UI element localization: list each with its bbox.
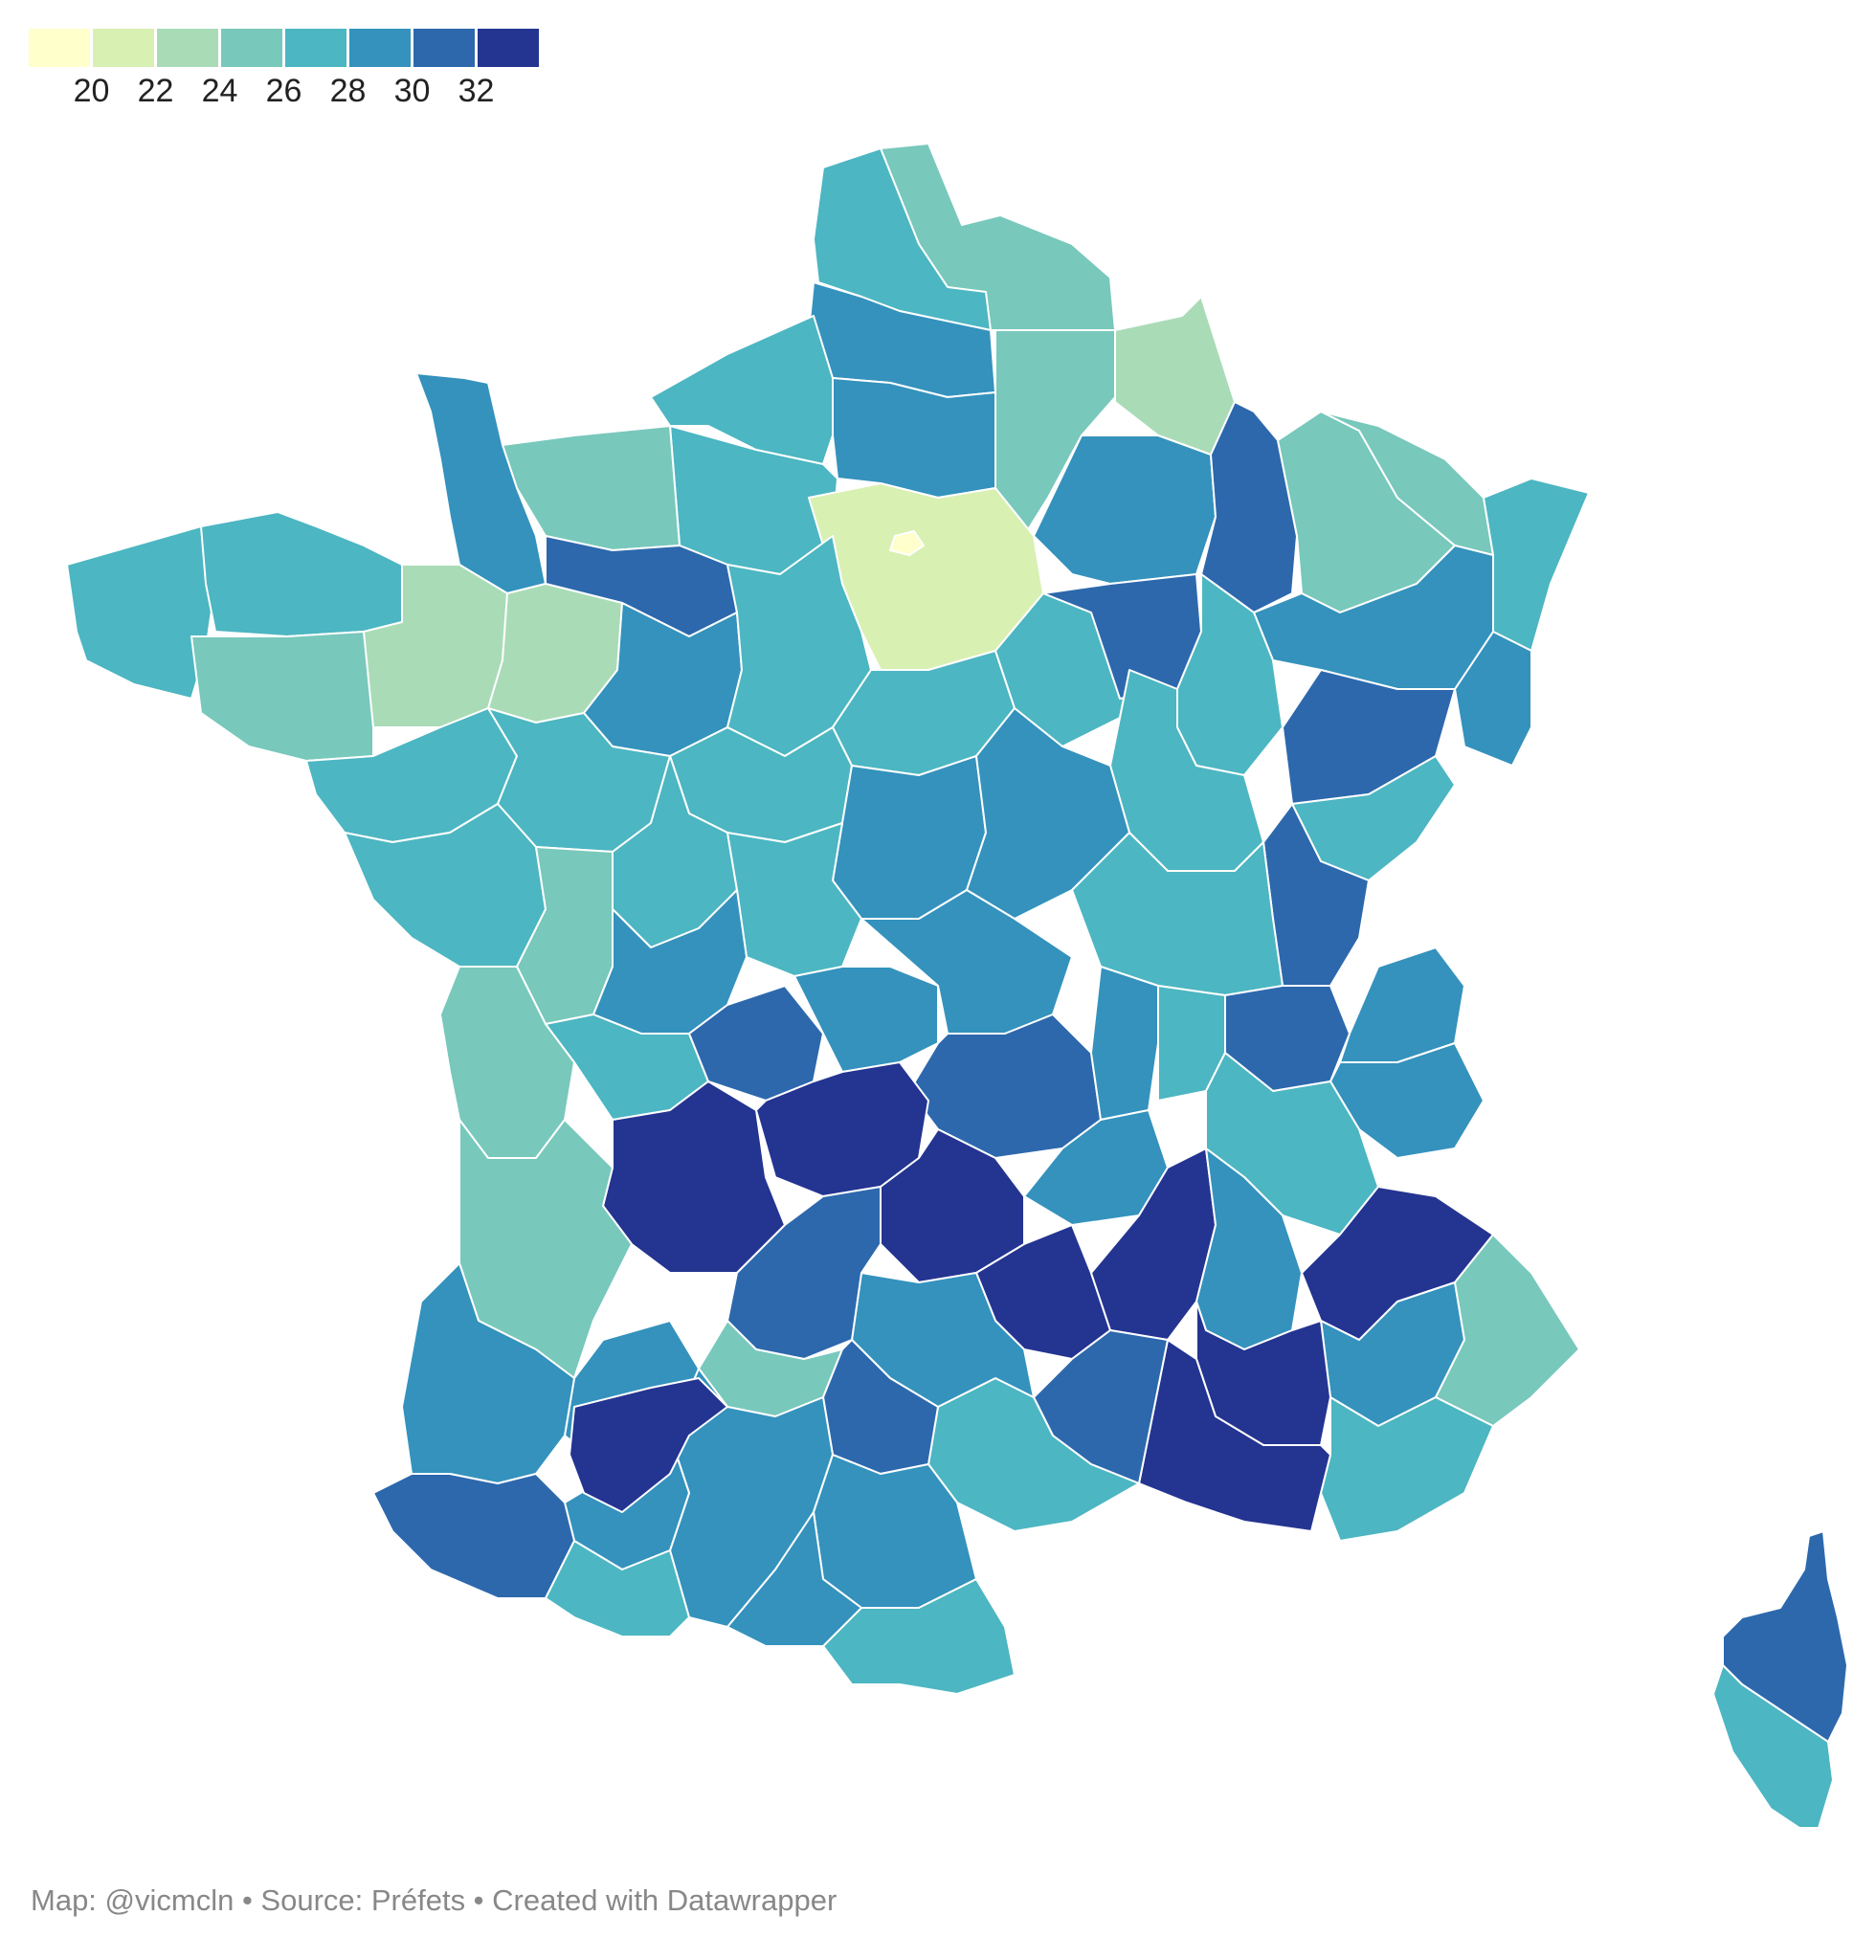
department-meuse[interactable] [1200,401,1298,613]
department-finistere[interactable] [66,525,216,700]
department-oise[interactable] [832,377,996,499]
department-pyrenees-orientales[interactable] [822,1578,1016,1695]
legend-label: 22 [137,73,174,109]
legend-label: 32 [458,73,495,109]
footer-credit: Map: @vicmcln • Source: Préfets • Create… [31,1883,838,1917]
department-vosges[interactable] [1253,545,1494,690]
department-tarn-gironde[interactable] [569,1377,728,1513]
department-seine-maritime[interactable] [650,315,834,465]
legend-swatch [349,29,411,67]
department-hautes-pyrenees[interactable] [545,1540,690,1637]
department-var[interactable] [1320,1396,1494,1542]
department-pyrenees-atlantiques[interactable] [372,1473,575,1599]
department-corse-du-sud[interactable] [1712,1664,1834,1829]
legend-swatch [29,29,90,67]
department-cantal[interactable] [880,1128,1025,1283]
department-savoie[interactable] [1329,1042,1485,1159]
department-ariege[interactable] [726,1511,862,1647]
department-haute-loire[interactable] [1023,1109,1169,1226]
department-haute-vienne[interactable] [688,985,824,1102]
legend-swatch [93,29,154,67]
mainland [66,143,1590,1695]
department-bas-rhin[interactable] [1483,478,1590,652]
department-cotes-d-armor[interactable] [200,511,403,637]
department-indre[interactable] [726,822,862,977]
legend-swatch [221,29,282,67]
legend-label: 26 [265,73,302,109]
corsica [1712,1530,1848,1829]
legend-swatches [29,29,539,67]
department-paris[interactable] [889,530,925,556]
legend: 20 22 24 26 28 30 32 [29,29,539,111]
legend-swatch [413,29,475,67]
department-bouches-du-rhone[interactable] [1138,1339,1331,1532]
department-loire[interactable] [1090,966,1159,1121]
department-landes[interactable] [401,1262,575,1484]
department-nievre[interactable] [966,707,1130,920]
department-morbihan[interactable] [190,631,374,762]
legend-swatch [285,29,346,67]
department-allier[interactable] [860,889,1073,1035]
legend-swatch [157,29,218,67]
department-alpes-maritimes[interactable] [1435,1234,1580,1427]
legend-labels: 20 22 24 26 28 30 32 [29,73,539,111]
legend-label: 24 [201,73,238,109]
department-ardennes[interactable] [1114,296,1236,456]
legend-label: 30 [393,73,431,109]
department-haute-savoie[interactable] [1339,947,1465,1063]
legend-swatch [478,29,539,67]
legend-label: 20 [73,73,110,109]
legend-label: 28 [329,73,367,109]
